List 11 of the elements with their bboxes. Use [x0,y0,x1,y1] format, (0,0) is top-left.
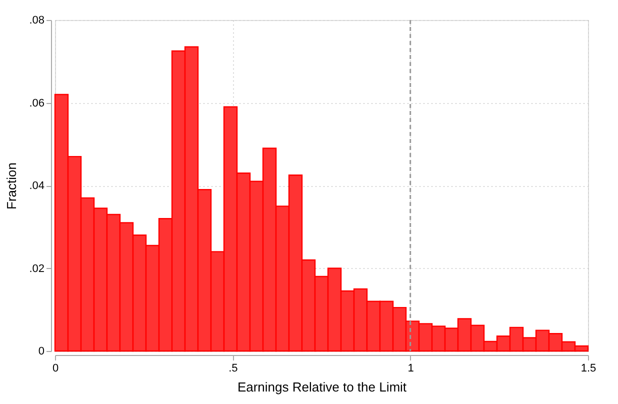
x-tick-label: 1.5 [580,362,596,374]
x-tick-label: .5 [228,362,238,374]
y-tick-label: .08 [29,14,44,26]
x-axis-title: Earnings Relative to the Limit [237,380,407,394]
y-tick-label: .06 [29,97,44,110]
x-tick-label: 0 [52,362,59,374]
y-tick-label: 0 [38,346,44,358]
x-tick-label: 1 [408,362,414,374]
y-axis-title: Fraction [4,162,20,210]
y-tick-label: .02 [29,262,44,275]
y-tick-label: .04 [29,180,44,192]
